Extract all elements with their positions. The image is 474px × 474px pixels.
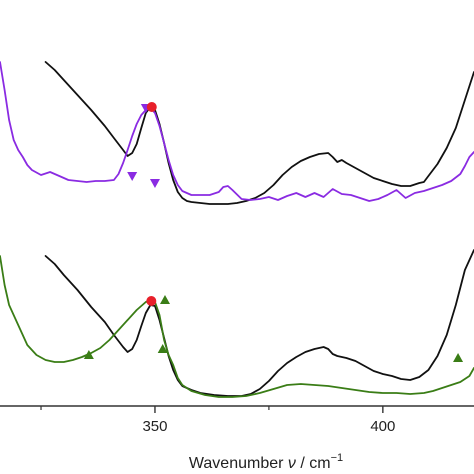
lower-green-marker-0 [83,350,94,359]
upper-purple-spectrum-line [0,61,474,202]
upper-purple-marker-1 [127,172,138,181]
lower-green-spectrum-line [0,255,474,398]
x-tick-label-1: 400 [370,418,395,435]
lower-panel [0,249,474,398]
x-axis: 350 400 [0,405,474,435]
lower-green-marker-2 [157,344,168,353]
upper-purple-marker-2 [149,179,160,188]
lower-black-spectrum-line [44,249,474,397]
lower-green-marker-1 [159,295,170,304]
x-axis-title: Wavenumber ν / cm−1 [189,452,343,472]
upper-black-spectrum-line [44,61,474,205]
upper-panel [0,61,474,205]
lower-green-marker-3 [453,353,464,362]
lower-red-marker-0 [146,296,157,306]
x-tick-label-0: 350 [142,418,167,435]
upper-red-marker-0 [146,102,157,112]
